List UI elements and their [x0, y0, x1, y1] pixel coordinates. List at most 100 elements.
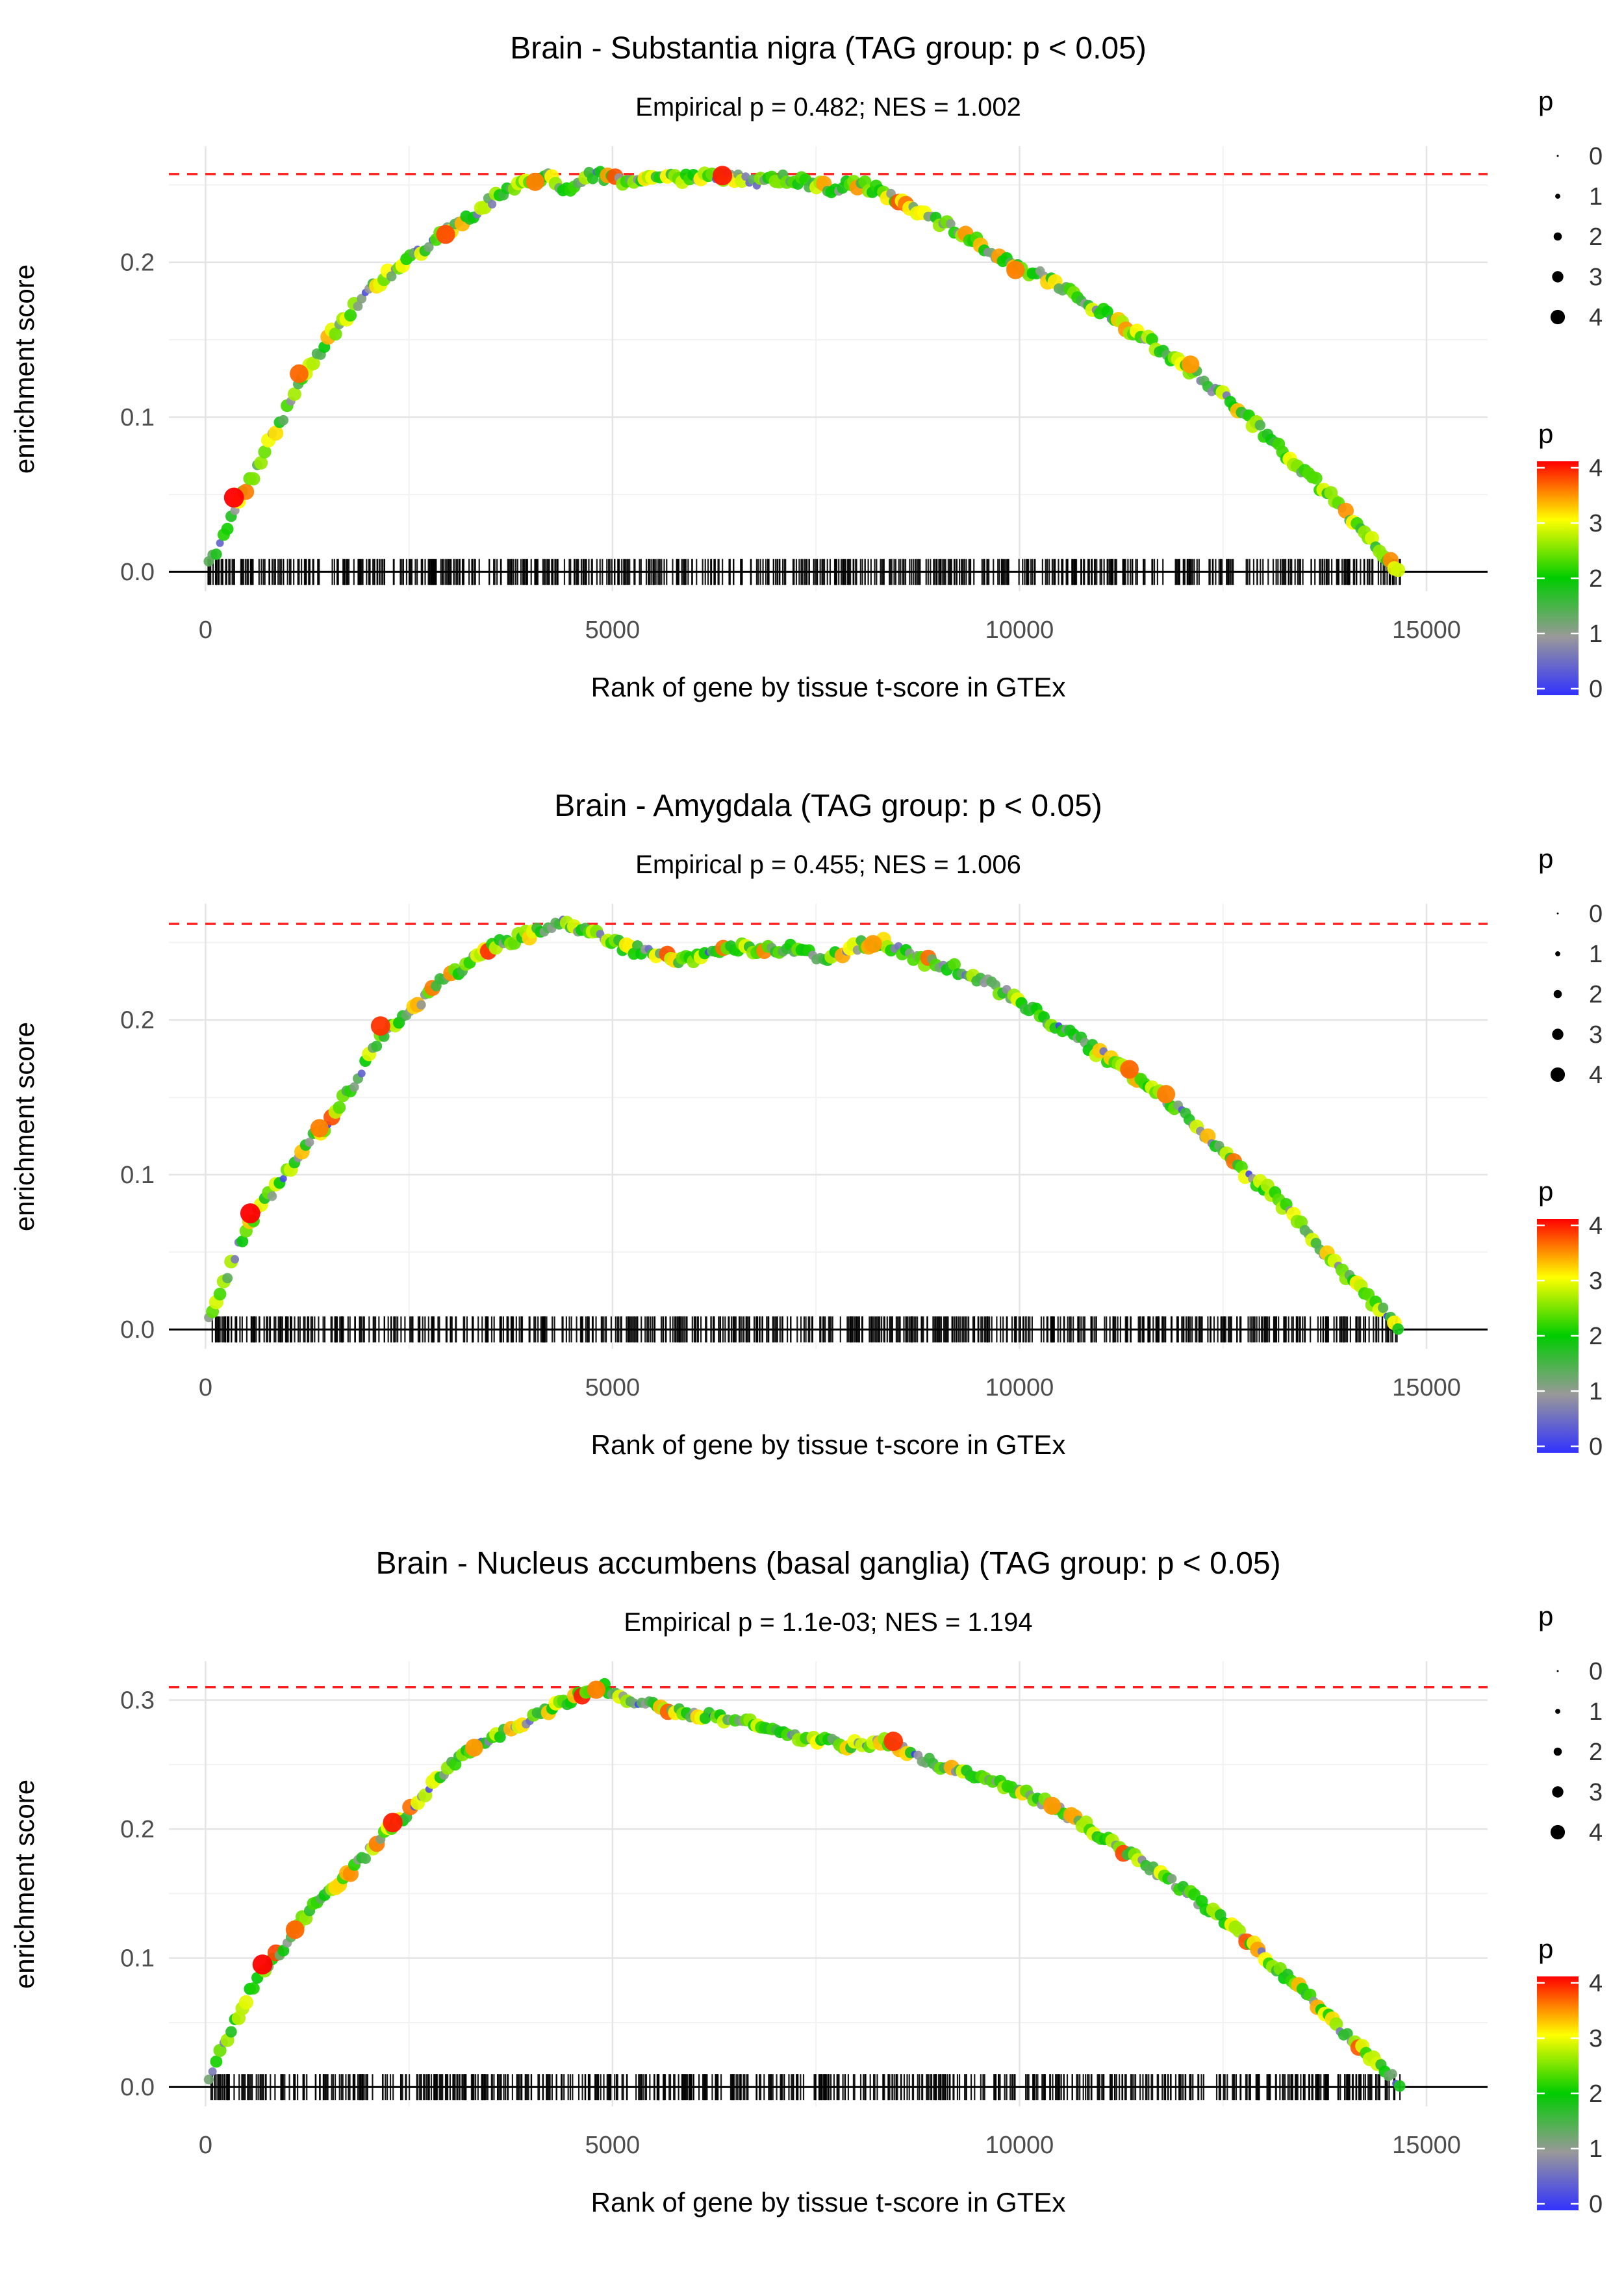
- svg-text:2: 2: [1589, 981, 1603, 1008]
- svg-text:15000: 15000: [1392, 1374, 1461, 1401]
- svg-text:0: 0: [199, 2132, 212, 2159]
- svg-text:0.0: 0.0: [120, 2074, 155, 2101]
- enrichment-curve-points: [203, 166, 1406, 578]
- svg-text:0.3: 0.3: [120, 1687, 155, 1715]
- svg-text:0: 0: [1589, 2191, 1603, 2218]
- svg-text:2: 2: [1589, 1739, 1603, 1766]
- svg-text:1: 1: [1589, 1698, 1603, 1726]
- svg-text:15000: 15000: [1392, 617, 1461, 644]
- svg-text:2: 2: [1589, 2080, 1603, 2108]
- gene-rug-ticks: [211, 1316, 1398, 1343]
- chart-title: Brain - Nucleus accumbens (basal ganglia…: [375, 1546, 1280, 1581]
- gene-rug-ticks: [207, 559, 1401, 585]
- svg-text:3: 3: [1589, 1268, 1603, 1295]
- gene-rug-ticks: [210, 2074, 1401, 2101]
- y-axis-label: enrichment score: [9, 264, 40, 474]
- size-legend: 0 1 2 3 4: [1550, 901, 1603, 1089]
- svg-text:0: 0: [1589, 143, 1603, 170]
- color-legend: 4 3 2 1 0: [1537, 455, 1603, 703]
- svg-text:1: 1: [1589, 941, 1603, 968]
- svg-text:0: 0: [1589, 676, 1603, 703]
- x-axis-label: Rank of gene by tissue t-score in GTEx: [591, 1429, 1066, 1460]
- gridlines: [169, 904, 1488, 1349]
- x-axis-label: Rank of gene by tissue t-score in GTEx: [591, 2187, 1066, 2217]
- chart-canvas: 0 5000 10000 15000 0.0 0.1 0.2 0 1 2 3 4 4 3 2 1 0: [120, 143, 1603, 703]
- svg-text:10000: 10000: [985, 1374, 1054, 1401]
- y-axis-label: enrichment score: [9, 1780, 40, 1989]
- svg-text:5000: 5000: [585, 617, 641, 644]
- svg-text:2: 2: [1589, 224, 1603, 251]
- y-tick-labels: 0.0 0.1 0.2 0.3: [120, 1687, 155, 2102]
- color-legend: 4 3 2 1 0: [1537, 1970, 1603, 2218]
- svg-text:0: 0: [1589, 1433, 1603, 1461]
- high-p-points: [252, 1680, 1061, 1974]
- panel-substantia-nigra: 0 5000 10000 15000 0.0 0.1 0.2 0 1 2 3 4 4 3 2 1 0 Brain…: [0, 0, 1624, 758]
- chart-canvas: 0 5000 10000 15000 0.0 0.1 0.2 0 1 2 3 4 4 3 2 1 0: [120, 901, 1603, 1461]
- svg-text:4: 4: [1589, 1970, 1603, 1997]
- svg-text:0.1: 0.1: [120, 1945, 155, 1973]
- gridlines: [169, 146, 1488, 591]
- size-legend-title: p: [1538, 86, 1553, 116]
- size-legend-title: p: [1538, 843, 1553, 874]
- enrichment-plot-substantia-nigra: 0 5000 10000 15000 0.0 0.1 0.2 0 1 2 3 4 4 3 2 1 0 Brain…: [9, 31, 1603, 703]
- svg-text:0.2: 0.2: [120, 1816, 155, 1843]
- size-legend-title: p: [1538, 1601, 1553, 1631]
- chart-subtitle: Empirical p = 1.1e-03; NES = 1.194: [624, 1608, 1032, 1637]
- color-legend-title: p: [1538, 418, 1553, 449]
- svg-text:1: 1: [1589, 2136, 1603, 2163]
- high-p-points: [223, 166, 1200, 508]
- gridlines: [169, 1661, 1488, 2106]
- size-legend: 0 1 2 3 4: [1550, 1658, 1603, 1846]
- svg-text:0.2: 0.2: [120, 1007, 155, 1034]
- svg-text:1: 1: [1589, 620, 1603, 648]
- panel-nucleus-accumbens: 0 5000 10000 15000 0.0 0.1 0.2 0.3 0 1 2 3 4 4 3 2 1 0 Br…: [0, 1515, 1624, 2273]
- enrichment-curve-points: [204, 915, 1404, 1335]
- y-axis-label: enrichment score: [9, 1022, 40, 1231]
- svg-text:10000: 10000: [985, 2132, 1054, 2159]
- svg-text:4: 4: [1589, 455, 1603, 482]
- chart-subtitle: Empirical p = 0.482; NES = 1.002: [635, 93, 1021, 121]
- enrichment-curve-points: [203, 1678, 1406, 2092]
- svg-text:0.1: 0.1: [120, 404, 155, 431]
- svg-text:0: 0: [199, 1374, 212, 1401]
- svg-text:1: 1: [1589, 183, 1603, 211]
- x-tick-labels: 0 5000 10000 15000: [199, 2132, 1461, 2159]
- chart-title: Brain - Substantia nigra (TAG group: p <…: [510, 31, 1147, 66]
- chart-title: Brain - Amygdala (TAG group: p < 0.05): [554, 789, 1102, 823]
- size-legend: 0 1 2 3 4: [1550, 143, 1603, 331]
- svg-text:3: 3: [1589, 2025, 1603, 2052]
- color-legend-title: p: [1538, 1176, 1553, 1207]
- y-tick-labels: 0.0 0.1 0.2: [120, 249, 155, 587]
- svg-text:3: 3: [1589, 1021, 1603, 1049]
- svg-text:4: 4: [1589, 1819, 1603, 1846]
- svg-text:5000: 5000: [585, 1374, 641, 1401]
- color-legend-title: p: [1538, 1934, 1553, 1964]
- high-p-points: [240, 935, 1176, 1223]
- svg-text:0: 0: [1589, 901, 1603, 928]
- enrichment-plot-amygdala: 0 5000 10000 15000 0.0 0.1 0.2 0 1 2 3 4 4 3 2 1 0 Brain…: [9, 789, 1603, 1461]
- svg-text:3: 3: [1589, 1779, 1603, 1806]
- svg-text:1: 1: [1589, 1378, 1603, 1405]
- svg-text:0.0: 0.0: [120, 1316, 155, 1344]
- chart-canvas: 0 5000 10000 15000 0.0 0.1 0.2 0.3 0 1 2 3 4 4 3 2 1 0: [120, 1658, 1603, 2218]
- svg-text:2: 2: [1589, 1323, 1603, 1350]
- enrichment-plot-nucleus-accumbens: 0 5000 10000 15000 0.0 0.1 0.2 0.3 0 1 2 3 4 4 3 2 1 0 Br…: [9, 1546, 1603, 2218]
- panel-amygdala: 0 5000 10000 15000 0.0 0.1 0.2 0 1 2 3 4 4 3 2 1 0 Brain…: [0, 758, 1624, 1515]
- x-axis-label: Rank of gene by tissue t-score in GTEx: [591, 672, 1066, 702]
- y-tick-labels: 0.0 0.1 0.2: [120, 1007, 155, 1344]
- svg-text:10000: 10000: [985, 617, 1054, 644]
- svg-text:2: 2: [1589, 565, 1603, 593]
- svg-text:4: 4: [1589, 1212, 1603, 1240]
- svg-text:0.0: 0.0: [120, 559, 155, 586]
- x-tick-labels: 0 5000 10000 15000: [199, 617, 1461, 644]
- chart-subtitle: Empirical p = 0.455; NES = 1.006: [635, 850, 1021, 879]
- svg-text:4: 4: [1589, 1062, 1603, 1089]
- x-tick-labels: 0 5000 10000 15000: [199, 1374, 1461, 1401]
- color-legend: 4 3 2 1 0: [1537, 1212, 1603, 1461]
- svg-text:5000: 5000: [585, 2132, 641, 2159]
- svg-text:0: 0: [1589, 1658, 1603, 1685]
- svg-text:3: 3: [1589, 264, 1603, 291]
- svg-text:0.1: 0.1: [120, 1162, 155, 1189]
- svg-text:4: 4: [1589, 304, 1603, 331]
